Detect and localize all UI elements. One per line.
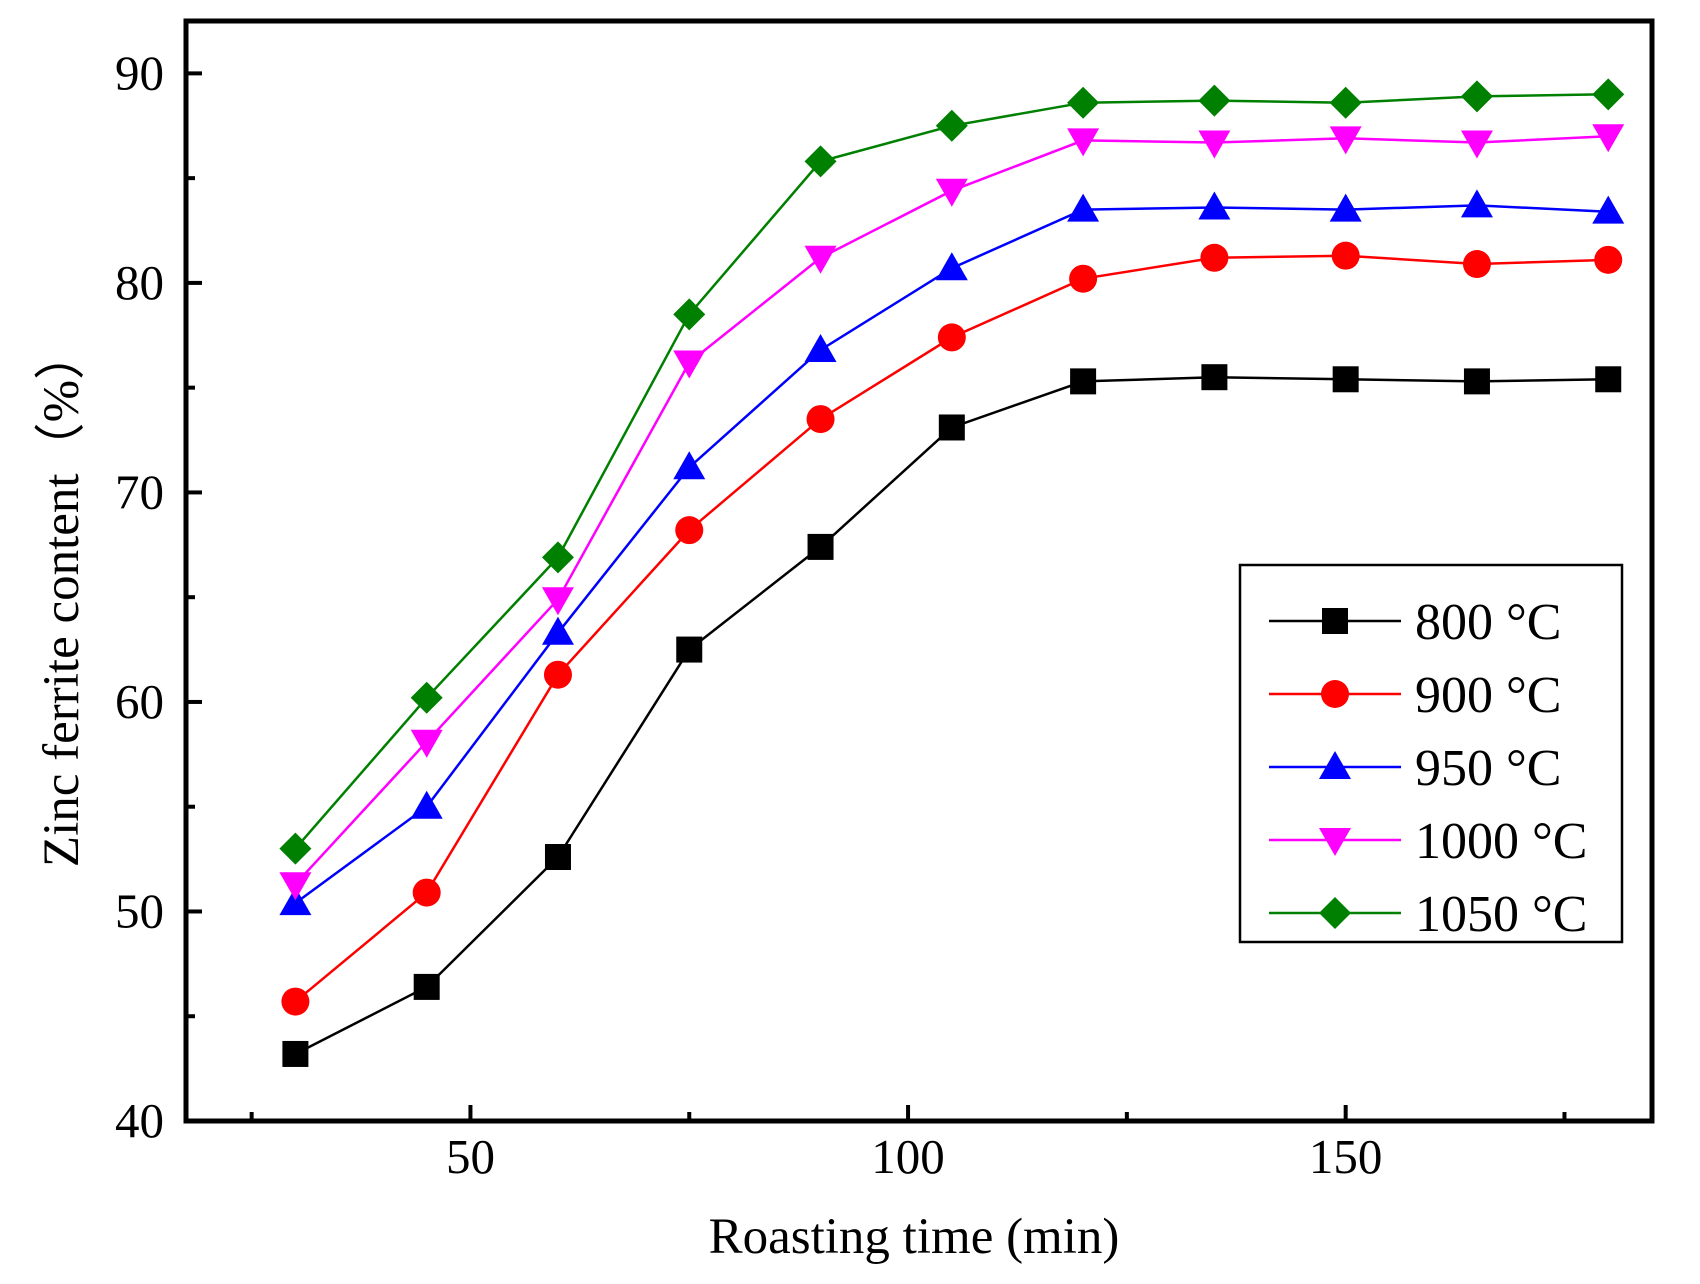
data-point-4-4 — [804, 145, 837, 178]
data-point-0-3 — [676, 636, 703, 663]
legend-marker-0 — [1322, 608, 1348, 634]
series-4 — [279, 78, 1625, 865]
data-point-1-8 — [1331, 241, 1360, 270]
data-point-2-1 — [410, 790, 443, 819]
legend-entry-3: 1000 °C — [1269, 813, 1587, 870]
data-point-3-0 — [279, 872, 312, 901]
data-point-4-7 — [1198, 84, 1231, 117]
axes: 50 100 150 40 50 60 70 80 90 — [115, 45, 1567, 1184]
data-point-3-4 — [804, 245, 837, 274]
data-point-1-3 — [675, 516, 704, 545]
data-point-4-3 — [673, 298, 706, 331]
data-point-4-0 — [279, 832, 312, 865]
legend-label-4: 1050 °C — [1415, 886, 1587, 943]
data-point-4-8 — [1329, 86, 1362, 119]
data-point-1-1 — [412, 878, 441, 907]
legend-marker-1 — [1321, 680, 1349, 708]
data-point-2-4 — [804, 333, 837, 362]
data-point-0-2 — [544, 844, 571, 870]
y-tick-label-50: 50 — [115, 883, 164, 938]
data-point-0-7 — [1201, 364, 1228, 391]
data-point-1-5 — [937, 323, 966, 352]
data-point-2-10 — [1592, 195, 1625, 224]
data-point-0-4 — [807, 533, 834, 560]
series-0 — [282, 364, 1622, 1067]
x-tick-label-50: 50 — [446, 1129, 495, 1184]
data-point-3-7 — [1198, 130, 1231, 159]
data-point-3-2 — [541, 587, 574, 616]
y-tick-label-70: 70 — [115, 464, 164, 519]
series-3 — [279, 124, 1625, 901]
legend-box — [1238, 563, 1624, 944]
data-point-3-6 — [1067, 128, 1100, 157]
legend-label-1: 900 °C — [1415, 667, 1561, 724]
data-point-0-6 — [1070, 368, 1097, 395]
legend-marker-2 — [1319, 751, 1351, 779]
data-point-3-3 — [673, 350, 706, 379]
data-point-0-8 — [1332, 366, 1359, 393]
legend: 800 °C 900 °C 950 °C 1000 °C 1050 °C — [1238, 563, 1624, 944]
data-point-2-9 — [1460, 189, 1493, 218]
series-1 — [281, 241, 1623, 1016]
legend-entry-0: 800 °C — [1269, 594, 1561, 651]
plot-series — [279, 78, 1625, 1067]
data-point-1-2 — [543, 660, 572, 689]
data-point-4-2 — [541, 541, 574, 574]
data-point-2-2 — [541, 616, 574, 645]
series-2 — [279, 189, 1625, 916]
legend-entry-2: 950 °C — [1269, 740, 1561, 797]
plot-frame — [183, 18, 1655, 1124]
data-point-3-9 — [1460, 130, 1493, 159]
data-point-3-5 — [935, 178, 968, 207]
data-point-3-1 — [410, 729, 443, 758]
data-point-0-9 — [1463, 368, 1490, 395]
data-point-4-9 — [1460, 80, 1493, 113]
data-point-1-6 — [1069, 264, 1098, 293]
data-point-2-8 — [1329, 193, 1362, 222]
x-tick-label-100: 100 — [871, 1129, 945, 1184]
data-point-4-5 — [935, 109, 968, 142]
data-point-4-1 — [410, 681, 443, 714]
legend-entries: 800 °C 900 °C 950 °C 1000 °C 1050 °C — [1269, 594, 1587, 943]
data-point-1-0 — [281, 987, 310, 1016]
legend-marker-3 — [1319, 828, 1351, 856]
x-axis-title: Roasting time (min) — [709, 1209, 1120, 1265]
data-point-4-6 — [1067, 86, 1100, 119]
data-point-3-10 — [1592, 124, 1625, 153]
legend-label-2: 950 °C — [1415, 740, 1561, 797]
legend-entry-1: 900 °C — [1269, 667, 1561, 724]
data-point-0-1 — [413, 973, 440, 1000]
data-point-0-10 — [1595, 366, 1622, 393]
data-point-1-4 — [806, 405, 835, 434]
data-point-2-7 — [1198, 191, 1231, 220]
y-tick-label-90: 90 — [115, 45, 164, 100]
data-point-2-3 — [673, 451, 706, 480]
data-point-2-6 — [1067, 193, 1100, 222]
data-point-2-5 — [935, 252, 968, 281]
legend-entry-4: 1050 °C — [1269, 886, 1587, 943]
legend-label-3: 1000 °C — [1415, 813, 1587, 870]
data-point-1-10 — [1594, 245, 1623, 274]
x-tick-label-150: 150 — [1309, 1129, 1383, 1184]
data-point-1-7 — [1200, 243, 1229, 272]
data-point-3-8 — [1329, 126, 1362, 155]
y-tick-label-80: 80 — [115, 255, 164, 310]
data-point-2-0 — [279, 887, 312, 916]
y-axis-title: Zinc ferrite content（%） — [34, 329, 90, 867]
data-point-4-10 — [1592, 78, 1625, 111]
y-tick-label-40: 40 — [115, 1093, 164, 1148]
data-point-0-0 — [282, 1040, 309, 1067]
legend-label-0: 800 °C — [1415, 594, 1561, 651]
legend-marker-4 — [1319, 897, 1351, 929]
y-tick-label-60: 60 — [115, 674, 164, 729]
data-point-1-9 — [1462, 250, 1491, 279]
data-point-0-5 — [938, 414, 965, 441]
